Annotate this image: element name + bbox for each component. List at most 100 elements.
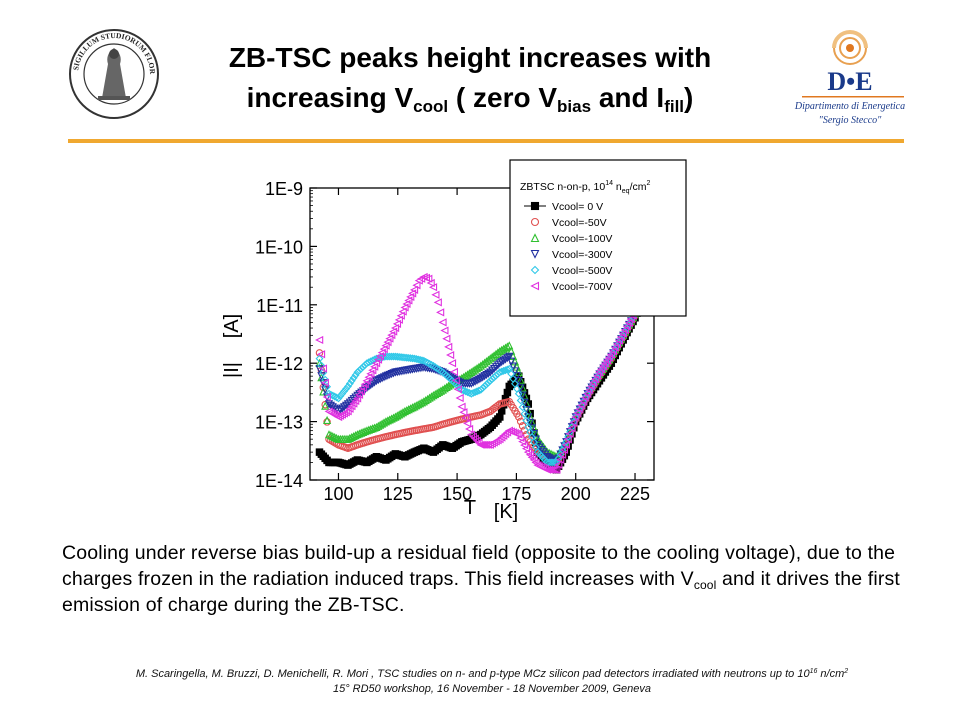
data-point <box>467 389 476 398</box>
data-point <box>406 292 415 302</box>
x-axis-var: T <box>464 497 476 519</box>
data-point <box>442 334 451 343</box>
title-sub-bias: bias <box>557 97 592 116</box>
data-point <box>396 311 405 320</box>
data-point <box>589 378 598 388</box>
data-point <box>497 367 506 376</box>
x-tick-label: 150 <box>442 484 472 504</box>
data-point <box>342 384 351 393</box>
title-sub-cool: cool <box>413 97 449 116</box>
data-point <box>579 397 588 406</box>
legend-label: Vcool=-100V <box>552 233 612 245</box>
data-point <box>404 296 413 305</box>
data-point <box>482 440 491 449</box>
series-4 <box>315 287 649 467</box>
data-point <box>577 401 586 410</box>
data-point <box>353 368 362 377</box>
data-point <box>394 315 403 324</box>
data-point <box>520 398 529 407</box>
department-logo-icon: D•E Dipartimento di Energetica "Sergio S… <box>794 30 905 126</box>
data-point <box>412 281 421 290</box>
data-point <box>379 345 388 354</box>
data-point <box>620 326 629 335</box>
data-point <box>343 382 352 391</box>
data-point <box>476 374 485 383</box>
y-tick-label: 1E-10 <box>255 237 303 257</box>
data-point <box>364 373 373 382</box>
data-point <box>467 379 476 388</box>
data-point <box>368 366 377 375</box>
data-point <box>459 408 468 417</box>
data-point <box>526 418 535 427</box>
data-point <box>375 352 384 361</box>
data-point <box>471 365 480 374</box>
data-point <box>514 389 523 398</box>
data-point <box>442 382 451 392</box>
series-5 <box>315 272 649 474</box>
body-sub-cool: cool <box>693 578 717 592</box>
data-point <box>374 376 383 385</box>
data-point <box>398 307 407 316</box>
data-point <box>440 326 449 335</box>
data-point <box>421 357 430 366</box>
data-point <box>453 385 462 394</box>
data-point <box>370 362 379 371</box>
data-point <box>465 369 474 378</box>
data-point <box>328 431 337 441</box>
data-point <box>501 355 510 364</box>
data-point <box>354 390 364 399</box>
data-point <box>593 371 602 380</box>
x-axis-unit: [K] <box>494 501 518 523</box>
data-point <box>366 369 375 378</box>
data-point <box>581 393 590 402</box>
data-point <box>334 394 343 403</box>
data-point <box>421 395 430 405</box>
data-point <box>433 298 442 307</box>
university-seal-logo: SIGILLUM STUDIORUM FLORENTINA UNIVERSITA… <box>65 21 160 120</box>
data-point <box>467 367 476 376</box>
data-point <box>326 390 335 399</box>
data-point <box>480 382 489 391</box>
data-point <box>622 322 631 331</box>
data-point <box>427 360 436 369</box>
data-point <box>598 362 608 371</box>
data-point <box>478 384 487 392</box>
legend-items: Vcool= 0 V Vcool=-50V Vcool=-100V Vcool=-30… <box>524 201 612 293</box>
x-tick-label: 175 <box>501 484 531 504</box>
legend-label: Vcool=-700V <box>552 281 612 293</box>
data-point <box>583 389 592 398</box>
y-tick-label: 1E-14 <box>255 471 303 491</box>
data-point <box>495 368 504 377</box>
data-point <box>612 340 621 349</box>
data-point <box>527 418 537 427</box>
body-text-2: and it drives the first emission of char… <box>62 568 900 616</box>
data-point <box>444 381 453 390</box>
data-point <box>495 359 504 368</box>
title-text-e: ) <box>684 82 694 113</box>
data-point <box>356 387 365 396</box>
data-point <box>358 383 367 392</box>
y-axis-var: |I| <box>221 362 243 378</box>
data-point <box>471 388 480 397</box>
data-point <box>516 433 525 443</box>
data-point <box>484 369 493 378</box>
data-point <box>319 383 328 392</box>
data-point <box>492 371 500 380</box>
data-point <box>385 334 394 343</box>
data-point <box>512 372 521 381</box>
legend-marker <box>530 281 540 291</box>
data-point <box>423 358 432 367</box>
data-point <box>440 384 449 393</box>
data-point <box>340 387 349 396</box>
data-point <box>461 413 470 422</box>
data-point <box>389 327 398 336</box>
data-point <box>381 341 390 350</box>
data-point <box>484 378 493 387</box>
legend-label: Vcool= 0 V <box>552 201 603 213</box>
data-point <box>461 387 470 396</box>
data-point <box>510 367 520 376</box>
data-point <box>426 278 435 288</box>
data-point <box>514 430 523 439</box>
data-point <box>554 460 563 469</box>
data-point <box>371 359 381 368</box>
